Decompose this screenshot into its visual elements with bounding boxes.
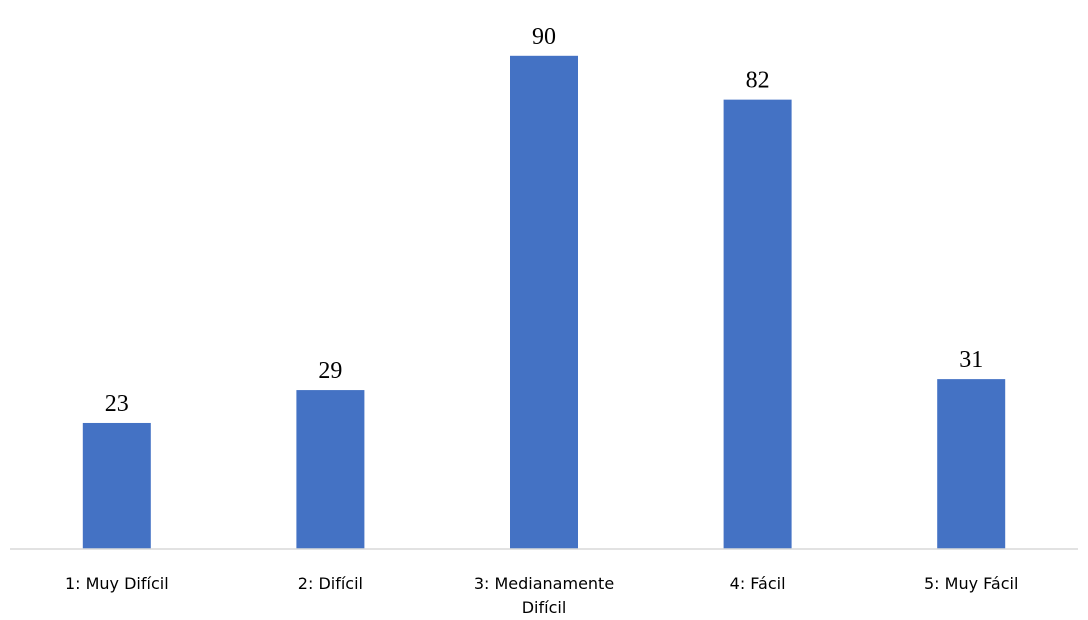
category-label-3: 3: Medianamente Difícil: [474, 574, 614, 617]
bar-1: [82, 422, 151, 549]
bar-3: [510, 55, 578, 550]
category-label-line: 2: Difícil: [298, 574, 363, 593]
value-labels-group: 23 29 90 82 31: [105, 24, 983, 417]
category-label-5: 5: Muy Fácil: [924, 574, 1018, 593]
category-label-line: 1: Muy Difícil: [65, 574, 169, 593]
category-label-line: 3: Medianamente: [474, 574, 614, 593]
category-label-line: Difícil: [522, 598, 567, 617]
bar-4: [723, 99, 792, 549]
bar-2: [296, 390, 365, 549]
category-label-4: 4: Fácil: [730, 574, 786, 593]
category-label-line: 5: Muy Fácil: [924, 574, 1018, 593]
category-labels-group: 1: Muy Difícil 2: Difícil 3: Medianamente D…: [65, 574, 1018, 617]
data-label-5: 31: [959, 347, 983, 373]
data-label-4: 82: [746, 68, 770, 94]
data-label-1: 23: [105, 391, 129, 417]
category-label-1: 1: Muy Difícil: [65, 574, 169, 593]
data-label-3: 90: [532, 24, 556, 50]
category-label-line: 4: Fácil: [730, 574, 786, 593]
bar-5: [937, 379, 1006, 549]
data-label-2: 29: [318, 358, 342, 384]
category-label-2: 2: Difícil: [298, 574, 363, 593]
bars-group: [82, 55, 1006, 550]
